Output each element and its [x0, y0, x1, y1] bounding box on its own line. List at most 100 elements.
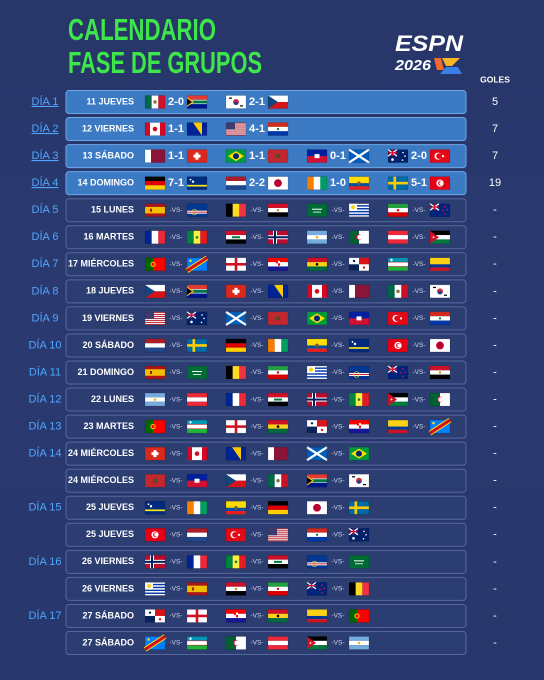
flag-part [388, 401, 408, 407]
flag-border [306, 528, 328, 542]
flag-border [186, 230, 208, 244]
flag [225, 473, 247, 488]
date-label: 21 DOMINGO [77, 367, 134, 377]
flag-part [239, 555, 246, 569]
flag-part [145, 338, 165, 344]
flag-part [349, 428, 369, 434]
flag [348, 392, 370, 407]
date-label: 15 LUNES [91, 205, 134, 215]
flag-part [194, 478, 200, 483]
flag-part [268, 582, 288, 587]
flag-border [387, 257, 409, 272]
flag-part [268, 203, 288, 209]
flag-border [144, 473, 166, 488]
flag-part [388, 266, 408, 271]
flag-border [186, 582, 208, 596]
versus: -VS- [251, 261, 264, 268]
versus: -VS- [332, 559, 345, 566]
flag [267, 419, 289, 434]
flag-part [430, 230, 439, 244]
flag [186, 311, 208, 326]
flag-border [306, 392, 328, 407]
flag-part [348, 148, 370, 164]
flag [186, 176, 208, 190]
flag-border [429, 230, 451, 244]
flag-border [267, 473, 289, 488]
day-label: DÍA 6 [32, 230, 59, 243]
flag-border [225, 311, 247, 326]
goals-value: 19 [489, 177, 501, 189]
goals-value: - [493, 421, 497, 433]
date-label: 25 JUEVES [86, 502, 134, 512]
flag [429, 338, 451, 353]
flag-part [158, 618, 162, 621]
flag-part [362, 582, 369, 596]
flag-border [144, 501, 166, 515]
flag-part [307, 636, 327, 641]
flag-part [353, 371, 360, 378]
flag-part [187, 424, 207, 429]
flag [144, 609, 166, 623]
flag-part [433, 286, 436, 289]
flag-part [307, 479, 327, 483]
flag-part [430, 206, 439, 208]
flag-part [268, 428, 288, 434]
flag [225, 446, 247, 461]
flag-part [151, 230, 159, 244]
flag-part [234, 560, 238, 564]
flag-part [268, 374, 288, 379]
flag-part [187, 614, 207, 618]
flag [144, 284, 166, 299]
flag-border [144, 122, 166, 136]
flag-border [144, 365, 166, 380]
versus: -VS- [413, 288, 426, 295]
flag [144, 582, 166, 596]
versus: -VS- [251, 532, 264, 539]
flag [306, 555, 328, 569]
flag-part [145, 257, 153, 271]
flag-part [351, 205, 355, 210]
flag-part [311, 560, 318, 567]
flag-part [152, 126, 158, 132]
flag [306, 501, 328, 515]
flag-part [226, 126, 246, 128]
flag-border [144, 582, 166, 596]
flag-border [267, 636, 289, 650]
flag-part [276, 209, 280, 212]
versus: -VS- [251, 586, 264, 593]
flag-border [429, 392, 451, 407]
day-label: DÍA 10 [28, 338, 61, 351]
flag-part [388, 397, 408, 402]
flag-part [278, 263, 280, 266]
versus: -VS- [251, 369, 264, 376]
flag [267, 582, 289, 596]
flag-border [306, 257, 328, 272]
flag-part [349, 347, 369, 349]
flag-part [307, 619, 327, 623]
score: 2-2 [249, 177, 265, 189]
goals-value: 7 [492, 150, 498, 162]
versus: -VS- [332, 396, 345, 403]
flag-part [307, 477, 312, 485]
flag-part [194, 451, 200, 456]
score: 2-1 [249, 96, 265, 108]
flag [348, 338, 370, 353]
flag [348, 609, 370, 623]
flag [225, 555, 247, 569]
versus: -VS- [332, 369, 345, 376]
flag-border [225, 149, 247, 163]
flag-part [187, 397, 207, 402]
versus: -VS- [170, 342, 183, 349]
flag [267, 203, 289, 217]
flag [429, 257, 451, 272]
flag [186, 501, 208, 515]
flag-part [320, 176, 327, 190]
flag [144, 555, 166, 569]
flag [186, 582, 208, 596]
date-label: 22 LUNES [91, 394, 134, 404]
flag-part [399, 317, 403, 320]
flag-part [388, 257, 408, 263]
score: 1-1 [249, 150, 265, 162]
flag-part [232, 366, 240, 379]
versus: -VS- [332, 288, 345, 295]
